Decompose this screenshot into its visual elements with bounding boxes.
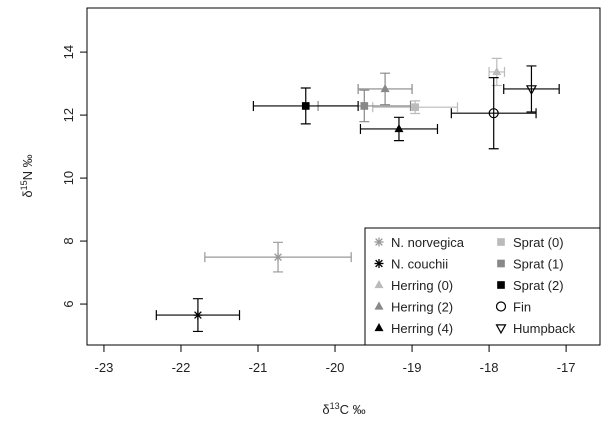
marker: [497, 238, 505, 246]
x-axis-label: δ13C ‰: [322, 401, 365, 417]
legend-label: N. couchii: [391, 257, 448, 272]
marker-shape: [374, 323, 384, 332]
marker-shape: [360, 102, 369, 110]
marker: [488, 108, 499, 119]
marker-shape: [411, 103, 419, 112]
marker: [273, 252, 283, 262]
x-tick-label: -17: [557, 360, 576, 375]
marker: [495, 324, 507, 335]
y-error-bar: [526, 65, 537, 113]
marker: [525, 85, 537, 96]
x-tick-label: -21: [249, 360, 268, 375]
marker-shape: [488, 108, 499, 119]
marker: [374, 237, 384, 247]
marker-shape: [495, 324, 507, 335]
x-label-prefix: δ: [322, 402, 329, 417]
legend-label: Herring (4): [391, 321, 453, 336]
x-tick-label: -19: [403, 360, 422, 375]
legend-label: Sprat (0): [513, 235, 564, 250]
y-tick-label: 6: [61, 300, 76, 307]
marker: [360, 102, 369, 110]
marker-shape: [492, 66, 502, 76]
legend-box: [364, 227, 601, 346]
marker: [374, 323, 384, 332]
marker: [374, 301, 384, 310]
y-tick-label: 8: [61, 237, 76, 244]
x-label-sup: 13: [330, 401, 340, 411]
plot-frame: [86, 7, 601, 346]
marker-shape: [497, 238, 505, 246]
legend-label: Sprat (2): [513, 278, 564, 293]
x-label-main: C ‰: [340, 402, 366, 417]
legend-label: Fin: [513, 300, 531, 315]
marker: [380, 83, 390, 93]
marker: [193, 310, 203, 320]
marker: [394, 123, 404, 133]
marker-shape: [394, 123, 404, 133]
x-tick-label: -20: [326, 360, 345, 375]
marker-shape: [495, 301, 507, 312]
marker: [374, 280, 384, 289]
marker-shape: [374, 280, 384, 289]
y-tick-label: 14: [61, 45, 76, 59]
marker: [497, 281, 505, 289]
y-label-prefix: δ: [20, 190, 35, 197]
marker-stroke: [375, 259, 383, 268]
x-tick-label: -22: [172, 360, 191, 375]
marker-shape: [380, 83, 390, 93]
marker-stroke: [194, 311, 202, 319]
marker-shape: [374, 301, 384, 310]
marker-stroke: [375, 238, 383, 246]
marker-stroke: [274, 253, 282, 261]
legend-label: N. norvegica: [391, 235, 465, 250]
marker-shape: [497, 259, 505, 268]
marker-shape: [497, 281, 505, 289]
marker-shape: [301, 102, 310, 110]
marker: [495, 301, 507, 312]
y-tick-label: 10: [61, 171, 76, 185]
x-tick-label: -23: [95, 360, 114, 375]
marker: [301, 102, 310, 110]
y-tick-label: 12: [61, 108, 76, 122]
legend-label: Humpback: [513, 321, 576, 336]
legend-label: Herring (0): [391, 278, 453, 293]
y-label-main: N ‰: [20, 154, 35, 180]
legend-label: Herring (2): [391, 300, 453, 315]
y-label-sup: 15: [19, 180, 29, 190]
x-tick-label: -18: [480, 360, 499, 375]
marker: [492, 66, 502, 76]
marker: [374, 259, 384, 268]
y-axis-label: δ15N ‰: [19, 154, 35, 197]
marker: [497, 259, 505, 268]
legend-label: Sprat (1): [513, 257, 564, 272]
y-error-bar: [488, 77, 499, 150]
marker-shape: [525, 85, 537, 96]
marker: [411, 103, 419, 112]
